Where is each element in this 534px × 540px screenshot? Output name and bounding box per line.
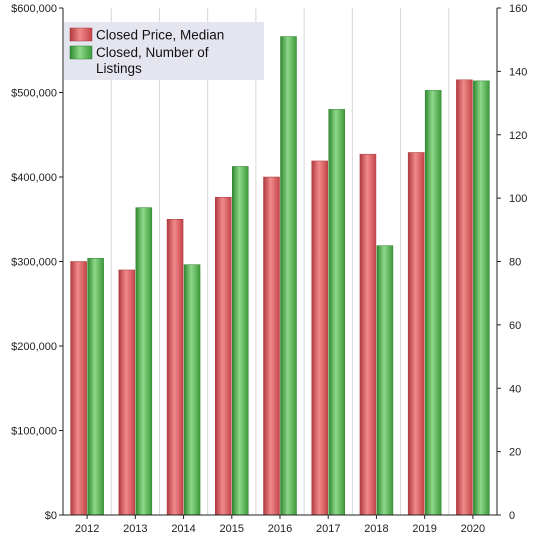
right-tick-label: 140 [509, 66, 527, 78]
left-tick-label: $500,000 [11, 88, 57, 100]
axes: $0 $100,000 $200,000 $300,000 $400,000 $500,0… [11, 3, 527, 535]
right-tick-label: 160 [509, 3, 527, 15]
x-tick-label: 2017 [316, 523, 340, 535]
x-tick-label: 2016 [268, 523, 292, 535]
bar-closed-price-median [118, 269, 136, 516]
x-tick-label: 2020 [461, 523, 485, 535]
right-tick-label: 0 [509, 510, 515, 522]
right-tick-label: 40 [509, 383, 521, 395]
left-tick-label: $300,000 [11, 257, 57, 269]
x-tick-label: 2015 [220, 523, 244, 535]
bar-closed-price-median [359, 153, 377, 516]
gridlines [110, 8, 450, 515]
left-tick-label: $200,000 [11, 341, 57, 353]
bar-closed-price-median [70, 261, 87, 516]
bar-closed-number-of-listings [87, 258, 104, 516]
bar-closed-price-median [407, 152, 425, 516]
x-tick-label: 2014 [171, 523, 195, 535]
bar-closed-number-of-listings [473, 80, 490, 516]
bar-closed-number-of-listings [328, 109, 345, 516]
right-tick-label: 100 [509, 193, 527, 205]
right-tick-label: 120 [509, 130, 527, 142]
bar-closed-price-median [263, 176, 280, 516]
left-tick-label: $100,000 [11, 426, 57, 438]
bar-closed-price-median [456, 79, 473, 516]
legend-label-closed-price: Closed Price, Median [96, 28, 224, 43]
left-tick-label: $400,000 [11, 172, 57, 184]
bar-closed-price-median [215, 197, 232, 516]
plot-background [63, 8, 497, 515]
bar-closed-number-of-listings [376, 245, 394, 516]
legend-label-number-of-listings: Closed, Number of [96, 45, 209, 60]
right-tick-label: 60 [509, 320, 521, 332]
x-tick-label: 2012 [75, 523, 99, 535]
x-tick-label: 2013 [123, 523, 147, 535]
legend-swatch-closed-price [69, 27, 93, 42]
bar-closed-number-of-listings [280, 36, 297, 516]
bar-closed-number-of-listings [183, 264, 201, 516]
x-tick-label: 2018 [364, 523, 388, 535]
legend: Closed Price, Median Closed, Number ofLis… [64, 22, 264, 80]
bar-closed-number-of-listings [232, 166, 249, 516]
bar-closed-number-of-listings [424, 90, 442, 516]
right-tick-label: 20 [509, 447, 521, 459]
left-tick-label: $0 [45, 510, 57, 522]
legend-box [64, 22, 264, 80]
left-tick-label: $600,000 [11, 3, 57, 15]
bar-closed-number-of-listings [135, 207, 153, 516]
legend-swatch-number-of-listings [69, 45, 93, 60]
x-tick-label: 2019 [412, 523, 436, 535]
bar-closed-price-median [311, 160, 328, 516]
legend-label-number-of-listings: Listings [96, 61, 142, 76]
bar-closed-price-median [166, 219, 184, 516]
right-tick-label: 80 [509, 257, 521, 269]
